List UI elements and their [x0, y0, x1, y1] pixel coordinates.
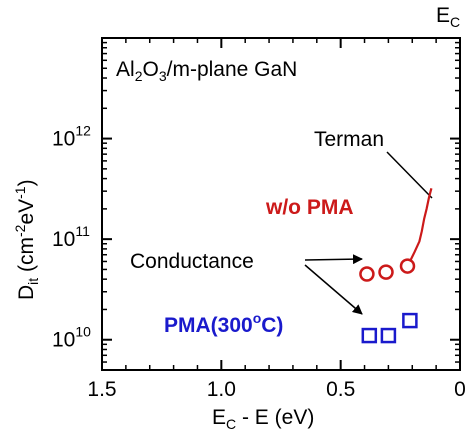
x-axis-title: EC - E (eV) [212, 406, 314, 432]
annotation-pma: PMA(300oC) [164, 310, 283, 337]
x-tick-label: 0 [454, 378, 466, 401]
annotation-conductance: Conductance [130, 250, 254, 273]
conductance-arrow-2 [304, 264, 363, 315]
x-tick-label: 1.0 [207, 378, 236, 401]
ticks-layer: 1.5 1.0 0.5 0 1010 1011 1012 [52, 38, 466, 401]
wo-pma-point [378, 264, 394, 280]
chart-title: Al2O3/m-plane GaN [116, 58, 297, 84]
terman-curve [408, 188, 433, 262]
pma-point [361, 327, 378, 344]
plot-frame [101, 37, 461, 371]
wo-pma-point [359, 266, 375, 282]
y-tick-label: 1011 [52, 223, 90, 251]
conductance-arrow-1 [304, 254, 363, 265]
marks-layer [359, 188, 433, 344]
y-tick-label: 1012 [52, 123, 91, 151]
y-tick-label: 1010 [52, 324, 91, 352]
annotation-terman: Terman [314, 128, 384, 151]
y-axis-title: Dit (cm-2eV-1) [12, 179, 41, 300]
top-ec-marker: EC [436, 4, 460, 30]
pma-point [402, 312, 418, 329]
wo-pma-point [399, 258, 416, 274]
pma-point [380, 327, 397, 344]
x-tick-label: 0.5 [326, 378, 355, 401]
terman-leader-line [386, 151, 433, 199]
x-tick-label: 1.5 [87, 378, 116, 401]
annotation-wo-pma: w/o PMA [265, 196, 354, 219]
